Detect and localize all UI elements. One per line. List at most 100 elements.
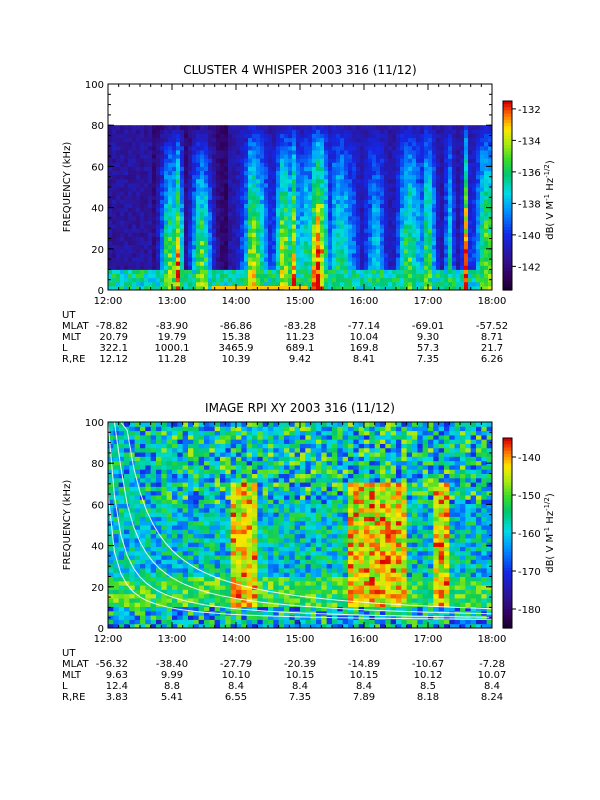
heatmap-cell <box>328 277 333 283</box>
heatmap-cell <box>312 285 317 291</box>
heatmap-cell <box>312 145 317 151</box>
heatmap-cell <box>380 125 385 130</box>
heatmap-cell <box>220 170 225 176</box>
heatmap-cell <box>232 166 237 172</box>
heatmap-cell <box>166 426 173 432</box>
heatmap-cell <box>132 199 137 204</box>
heatmap-cell <box>196 228 201 233</box>
heatmap-cell <box>216 141 221 147</box>
heatmap-cell <box>166 486 173 492</box>
heatmap-cell <box>208 145 213 151</box>
heatmap-cell <box>412 137 417 143</box>
heatmap-cell <box>432 182 437 188</box>
heatmap-cell <box>356 162 361 167</box>
heatmap-cell <box>372 236 377 242</box>
heatmap-cell <box>198 460 205 466</box>
heatmap-cell <box>188 273 193 279</box>
heatmap-cell <box>212 257 217 262</box>
heatmap-cell <box>296 252 301 258</box>
heatmap-cell <box>456 224 461 229</box>
heatmap-cell <box>188 443 194 449</box>
heatmap-cell <box>240 178 245 184</box>
heatmap-cell <box>360 174 365 180</box>
heatmap-cell <box>164 248 169 254</box>
heatmap-cell <box>212 228 217 233</box>
heatmap-cell <box>188 563 194 569</box>
heatmap-cell <box>420 199 425 204</box>
heatmap-cell <box>464 191 469 196</box>
heatmap-cell <box>472 273 477 279</box>
heatmap-cell <box>124 520 130 526</box>
heatmap-cell <box>113 477 120 483</box>
heatmap-cell <box>364 224 369 229</box>
heatmap-cell <box>340 244 345 250</box>
heatmap-cell <box>145 602 152 608</box>
heatmap-cell <box>328 178 333 184</box>
heatmap-cell <box>384 219 389 225</box>
heatmap-cell <box>184 215 189 221</box>
heatmap-cell <box>340 252 345 258</box>
heatmap-cell <box>192 178 197 184</box>
heatmap-cell <box>368 149 373 155</box>
heatmap-cell <box>480 182 485 188</box>
heatmap-cell <box>128 182 133 188</box>
heatmap-cell <box>172 426 178 432</box>
heatmap-cell <box>248 252 253 258</box>
ephemeris-row-label: MLAT <box>62 321 89 332</box>
heatmap-cell <box>480 170 485 176</box>
heatmap-cell <box>124 525 130 530</box>
heatmap-cell <box>168 158 173 163</box>
heatmap-cell <box>416 252 421 258</box>
heatmap-cell <box>224 174 229 180</box>
heatmap-cell <box>288 145 293 151</box>
heatmap-cell <box>364 240 369 246</box>
heatmap-cell <box>196 158 201 163</box>
heatmap-cell <box>360 285 365 291</box>
heatmap-cell <box>252 261 257 266</box>
heatmap-cell <box>184 162 189 167</box>
heatmap-cell <box>436 195 441 200</box>
heatmap-cell <box>140 567 146 573</box>
heatmap-cell <box>288 273 293 279</box>
heatmap-cell <box>160 273 165 279</box>
heatmap-cell <box>376 137 381 143</box>
heatmap-cell <box>276 195 281 200</box>
heatmap-cell <box>448 145 453 151</box>
heatmap-cell <box>416 191 421 196</box>
heatmap-cell <box>200 248 205 254</box>
heatmap-cell <box>480 252 485 258</box>
heatmap-cell <box>372 261 377 266</box>
heatmap-cell <box>480 141 485 147</box>
heatmap-cell <box>304 203 309 209</box>
heatmap-cell <box>484 265 489 270</box>
heatmap-cell <box>412 158 417 163</box>
heatmap-cell <box>420 248 425 254</box>
heatmap-cell <box>364 228 369 233</box>
heatmap-cell <box>448 265 453 270</box>
heatmap-cell <box>184 232 189 237</box>
heatmap-cell <box>464 174 469 180</box>
heatmap-cell <box>145 623 152 629</box>
heatmap-cell <box>208 207 213 213</box>
heatmap-cell <box>368 224 373 229</box>
heatmap-cell <box>164 133 169 139</box>
heatmap-cell <box>456 265 461 270</box>
heatmap-cell <box>392 199 397 204</box>
heatmap-cell <box>308 166 313 172</box>
heatmap-cell <box>460 166 465 172</box>
heatmap-cell <box>166 550 173 556</box>
heatmap-cell <box>172 199 177 204</box>
heatmap-cell <box>416 149 421 155</box>
heatmap-cell <box>184 203 189 209</box>
heatmap-cell <box>160 269 165 275</box>
y-tick-label: 100 <box>85 80 104 91</box>
heatmap-cell <box>380 244 385 250</box>
heatmap-cell <box>161 464 168 470</box>
heatmap-cell <box>132 203 137 209</box>
colorbar-swatch <box>503 211 512 215</box>
heatmap-cell <box>180 252 185 258</box>
heatmap-cell <box>412 187 417 192</box>
heatmap-cell <box>244 236 249 242</box>
heatmap-cell <box>328 215 333 221</box>
heatmap-cell <box>156 469 162 474</box>
